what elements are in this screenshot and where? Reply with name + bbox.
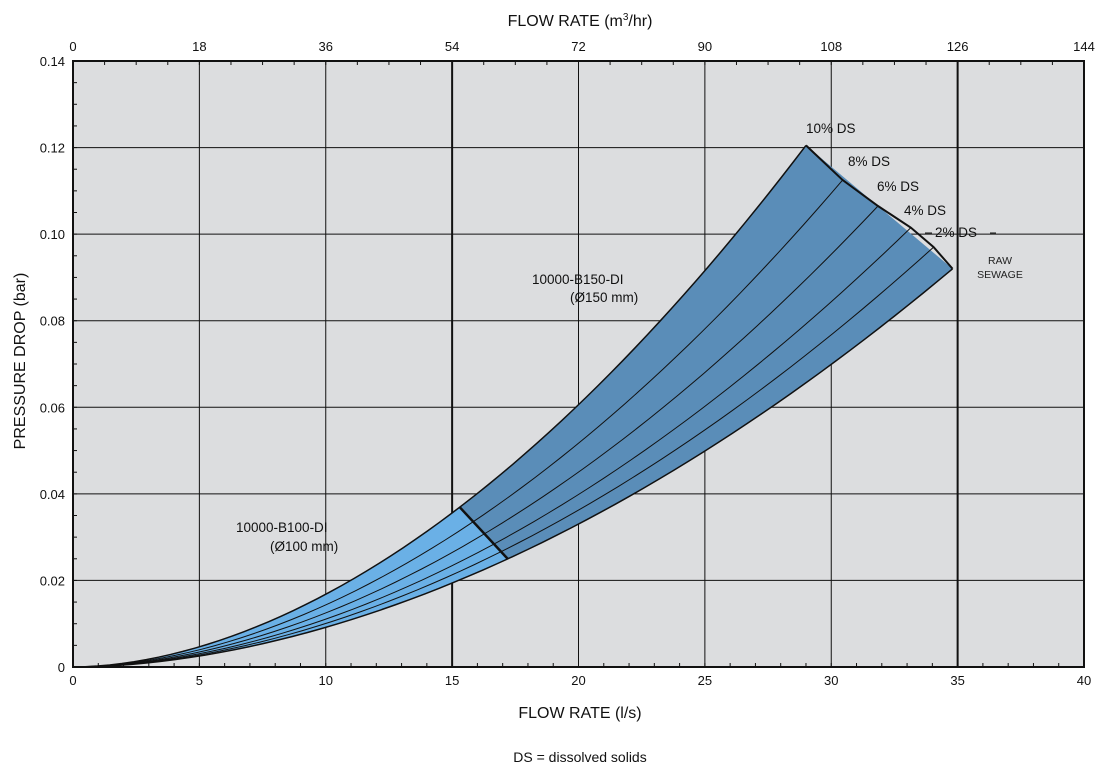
y-axis-tick-labels: 0 0.02 0.04 0.06 0.08 0.10 0.12 0.14	[40, 54, 65, 675]
y-tick-label: 0.02	[40, 573, 65, 588]
x-tick-label: 15	[445, 673, 459, 688]
y-tick-label: 0.06	[40, 400, 65, 415]
x-tick-label: 5	[196, 673, 203, 688]
x-tick-label: 0	[69, 673, 76, 688]
x-tick-label: 30	[824, 673, 838, 688]
curve-line	[72, 144, 807, 668]
curve-line	[72, 205, 879, 668]
x2-tick-label: 54	[445, 39, 459, 54]
curve-line	[72, 268, 954, 668]
x2-tick-label: 0	[69, 39, 76, 54]
label-raw: RAW	[988, 255, 1012, 267]
footnote: DS = dissolved solids	[513, 749, 646, 765]
x2-tick-label: 126	[947, 39, 969, 54]
x2-tick-label: 90	[698, 39, 712, 54]
label-2-percent-ds: 2% DS	[935, 225, 977, 240]
curve-line	[72, 179, 843, 668]
x-tick-label: 40	[1077, 673, 1091, 688]
y-tick-label: 0.08	[40, 314, 65, 329]
curve-end-boundary	[805, 144, 954, 270]
label-10-percent-ds: 10% DS	[806, 121, 856, 136]
regions	[73, 145, 953, 667]
label-b150-size: (Ø150 mm)	[570, 290, 638, 305]
x-axis-title: FLOW RATE (l/s)	[518, 705, 641, 722]
x-tick-label: 35	[950, 673, 964, 688]
x2-tick-label: 72	[571, 39, 585, 54]
label-sewage: SEWAGE	[977, 269, 1023, 281]
x-tick-label: 25	[698, 673, 712, 688]
x-tick-label: 10	[319, 673, 333, 688]
curve-line	[72, 227, 912, 668]
x2-tick-label: 36	[319, 39, 333, 54]
region-b150	[459, 145, 953, 559]
label-6-percent-ds: 6% DS	[877, 179, 919, 194]
x2-tick-label: 108	[820, 39, 842, 54]
label-8-percent-ds: 8% DS	[848, 154, 890, 169]
top-axis-title: FLOW RATE (m3/hr)	[508, 12, 653, 30]
ds-curves	[72, 144, 954, 668]
label-b100-size: (Ø100 mm)	[270, 539, 338, 554]
y-axis-title: PRESSURE DROP (bar)	[12, 273, 29, 450]
x-axis-tick-labels: 0 5 10 15 20 25 30 35 40	[69, 673, 1091, 688]
y-tick-label: 0.12	[40, 141, 65, 156]
pipe-size-divider	[458, 506, 509, 560]
y-tick-label: 0.10	[40, 227, 65, 242]
y-tick-label: 0	[58, 660, 65, 675]
curve-line	[72, 246, 934, 668]
label-b100-model: 10000-B100-DI	[236, 520, 328, 535]
top-axis-tick-labels: 0 18 36 54 72 90 108 126 144	[69, 39, 1094, 54]
y-tick-label: 0.04	[40, 487, 65, 502]
y-tick-label: 0.14	[40, 54, 65, 69]
label-b150-model: 10000-B150-DI	[532, 272, 624, 287]
x-tick-label: 20	[571, 673, 585, 688]
x2-tick-label: 18	[192, 39, 206, 54]
x2-tick-label: 144	[1073, 39, 1095, 54]
plot-frame	[72, 60, 1085, 668]
label-4-percent-ds: 4% DS	[904, 203, 946, 218]
region-b100	[73, 507, 508, 667]
